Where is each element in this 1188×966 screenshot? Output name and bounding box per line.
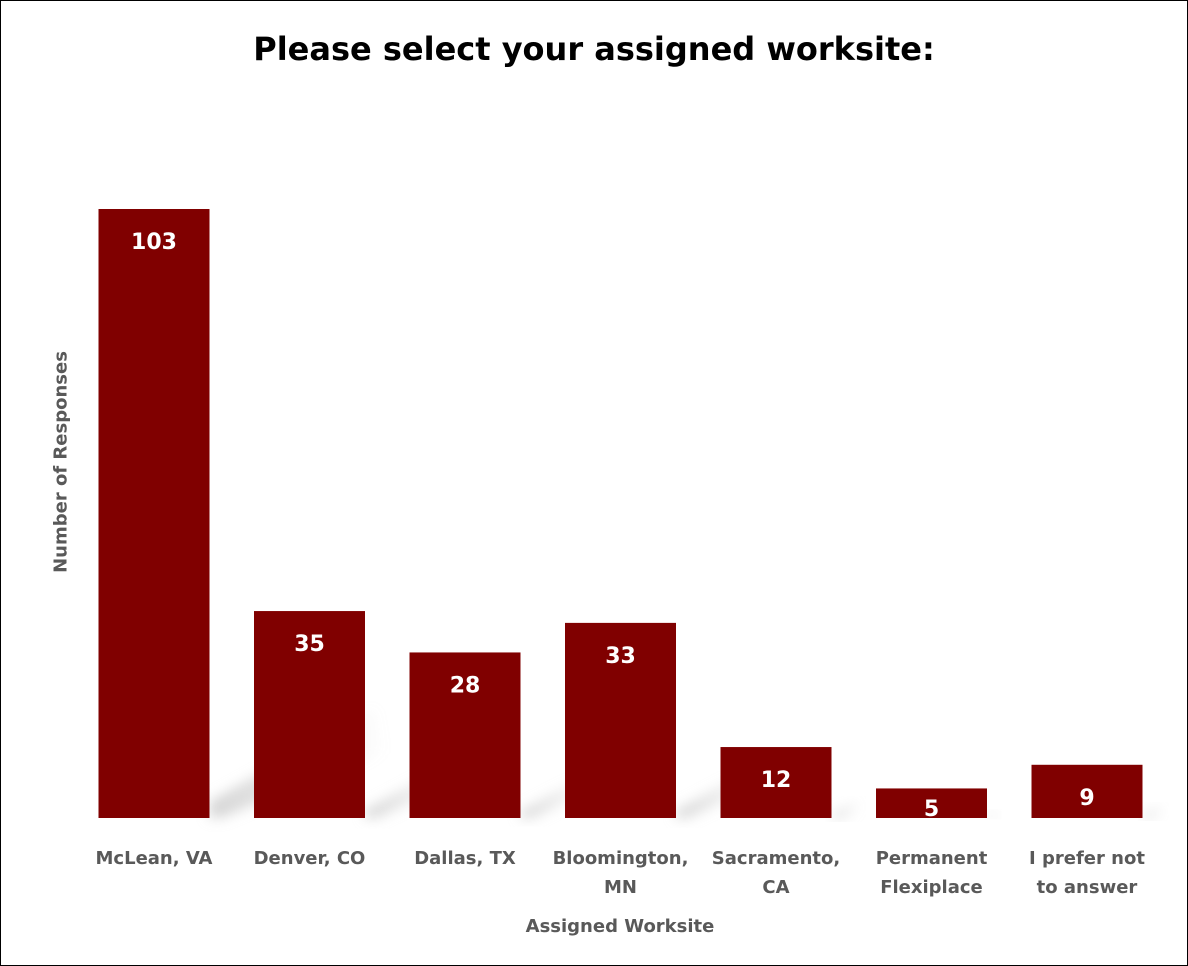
category-label: Denver, CO (254, 848, 366, 869)
bar (254, 611, 365, 818)
category-label: McLean, VA (96, 848, 213, 869)
category-label: Flexiplace (880, 877, 983, 898)
category-label: to answer (1037, 877, 1138, 898)
data-label: 12 (761, 768, 792, 793)
bar-shadow (831, 800, 860, 818)
data-label: 103 (131, 230, 177, 255)
bar (876, 788, 987, 818)
data-label: 33 (605, 644, 636, 669)
data-label: 5 (924, 797, 939, 822)
bar (409, 652, 521, 818)
category-label: Sacramento, (712, 848, 840, 869)
category-label: Permanent (876, 848, 988, 869)
bar (720, 747, 832, 818)
bar (565, 622, 676, 818)
data-label: 9 (1079, 786, 1094, 811)
category-label: CA (762, 877, 789, 898)
chart-title: Please select your assigned worksite: (253, 30, 935, 68)
bar-shadow (1142, 804, 1164, 818)
bar (98, 209, 210, 818)
bar (1031, 764, 1143, 818)
data-label: 28 (450, 673, 481, 698)
bar-shadow (987, 810, 999, 818)
category-label: Bloomington, (553, 848, 689, 869)
category-label: Dallas, TX (414, 848, 516, 869)
category-label: I prefer not (1029, 848, 1145, 869)
category-label: MN (604, 877, 637, 898)
data-label: 35 (294, 632, 325, 657)
x-axis-label: Assigned Worksite (525, 916, 715, 937)
